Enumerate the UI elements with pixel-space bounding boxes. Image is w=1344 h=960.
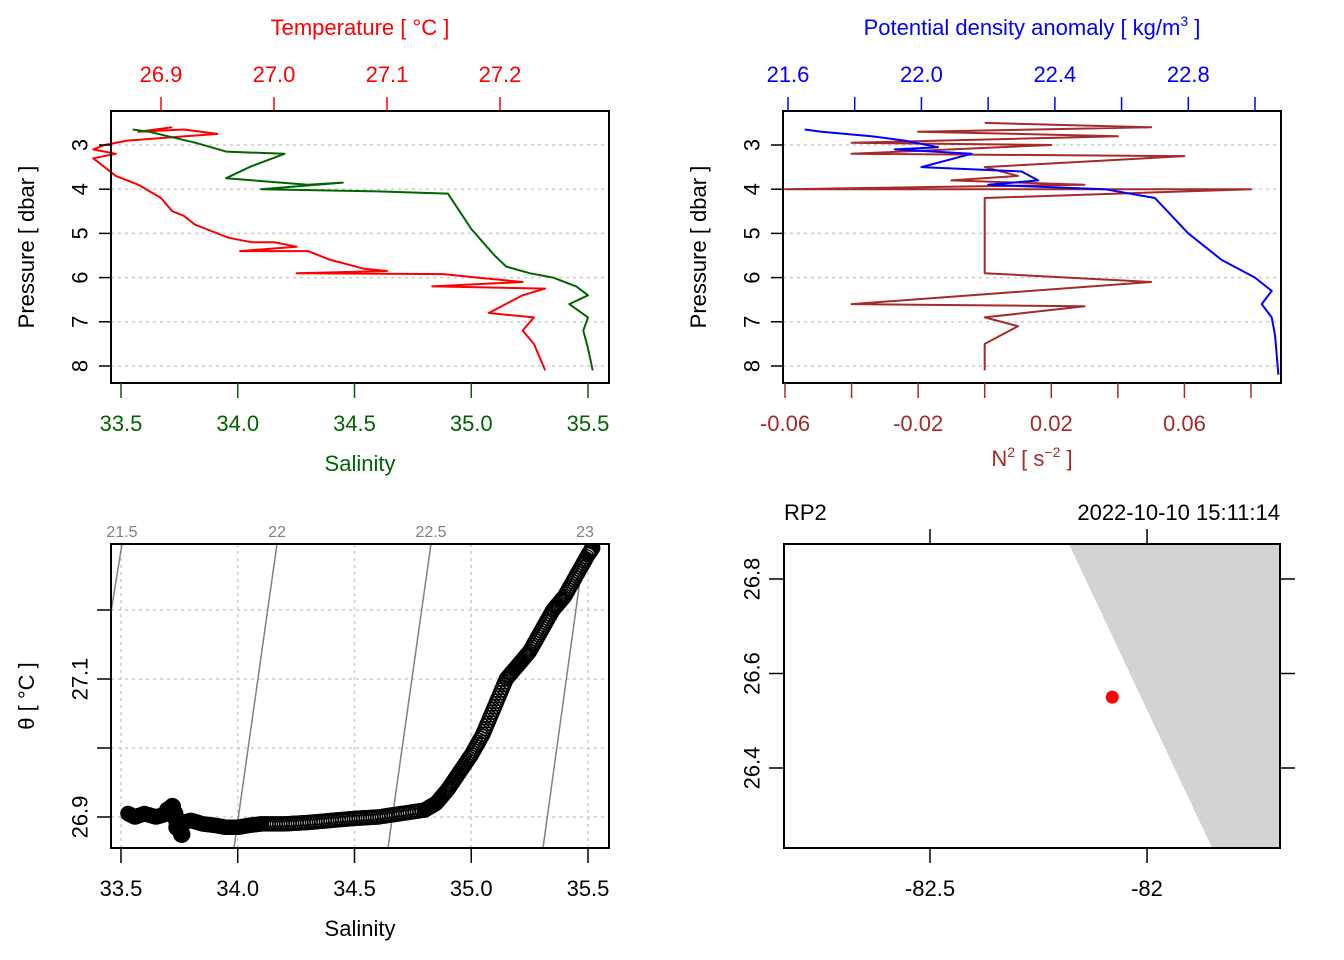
tick-label: 27.1 xyxy=(68,658,93,701)
plot-frame xyxy=(110,110,610,384)
tick-label: 0.06 xyxy=(1163,411,1206,436)
panel-temperature-salinity-profile: Temperature [ °C ] 26.9 27.0 27.1 27.2 3 4 5 6… xyxy=(14,15,610,476)
tick-label: 3 xyxy=(740,139,765,151)
tick-label: 21.6 xyxy=(767,62,810,87)
tick-label: 8 xyxy=(740,360,765,372)
pressure-axis-ticks: 3 4 5 6 7 8 xyxy=(68,139,111,372)
temperature-axis-title: Temperature [ °C ] xyxy=(271,15,450,40)
pressure-axis-ticks: 3 4 5 6 7 8 xyxy=(740,139,783,372)
station-time: 2022-10-10 15:11:14 xyxy=(1077,500,1280,525)
tick-label: 26.4 xyxy=(740,747,765,790)
tick-label: 8 xyxy=(68,360,93,372)
land-area xyxy=(1068,544,1280,848)
tick-label: 35.0 xyxy=(450,411,493,436)
tick-label: -0.02 xyxy=(893,411,943,436)
isopycnal-line xyxy=(233,543,278,849)
tick-label: 22.0 xyxy=(900,62,943,87)
series-line-density xyxy=(804,128,1280,375)
temperature-axis-ticks: 26.9 27.0 27.1 27.2 xyxy=(140,62,522,111)
tick-label: 5 xyxy=(68,227,93,239)
tick-label: 0.02 xyxy=(1030,411,1073,436)
map-axis-ticks: -82.5 -82 26.4 26.6 26.8 xyxy=(740,529,1295,901)
panel-ts-diagram: 21.5 22 22.5 23 26.927.1 θ [ °C ] 33.5 34.0 3… xyxy=(14,524,610,941)
isopycnal-lines: 21.5 22 22.5 23 xyxy=(106,524,594,849)
n2-axis-ticks: -0.06 -0.02 0.02 0.06 xyxy=(760,383,1252,436)
tick-label: 34.0 xyxy=(216,411,259,436)
isopycnal-line xyxy=(542,543,586,849)
tick-label: 26.9 xyxy=(140,62,183,87)
tick-label: 27.0 xyxy=(253,62,296,87)
tick-label: 35.5 xyxy=(567,876,610,901)
tick-label: -0.06 xyxy=(760,411,810,436)
profile-series xyxy=(92,126,594,371)
isopycnal-label: 23 xyxy=(576,524,594,541)
theta-axis-ticks: 26.9 27.1 xyxy=(68,609,111,839)
land-polygon xyxy=(1068,544,1280,848)
salinity-axis-title: Salinity xyxy=(325,451,396,476)
salinity-axis-ticks: 33.5 34.0 34.5 35.0 35.5 xyxy=(100,383,610,436)
tick-label: -82.5 xyxy=(905,876,955,901)
tick-label: -82 xyxy=(1131,876,1163,901)
tick-label: 33.5 xyxy=(100,876,143,901)
isopycnal-label: 21.5 xyxy=(106,524,137,541)
plot-frame xyxy=(110,543,610,849)
tick-label: 26.8 xyxy=(740,558,765,601)
pressure-axis-title: Pressure [ dbar ] xyxy=(686,166,711,329)
pressure-gridlines xyxy=(111,144,609,367)
theta-axis-title: θ [ °C ] xyxy=(14,662,39,729)
panel-density-n2-profile: Potential density anomaly [ kg/m3 ] 21.6… xyxy=(686,13,1282,471)
tick-label: 22.4 xyxy=(1033,62,1076,87)
pressure-axis-title: Pressure [ dbar ] xyxy=(14,166,39,329)
tick-label: 7 xyxy=(740,316,765,328)
tick-label: 3 xyxy=(68,139,93,151)
tick-label: 6 xyxy=(68,271,93,283)
tick-label: 4 xyxy=(740,183,765,195)
panel-station-map: RP2 2022-10-10 15:11:14 -82.5 -82 26.4 26.6… xyxy=(740,500,1295,901)
tick-label: 34.5 xyxy=(333,411,376,436)
station-point xyxy=(1105,690,1119,704)
salinity-axis-ticks: 33.5 34.0 34.5 35.0 35.5 xyxy=(100,848,610,901)
tick-label: 22.8 xyxy=(1167,62,1210,87)
station-marker xyxy=(1105,690,1119,704)
tick-label: 35.0 xyxy=(450,876,493,901)
tick-label: 7 xyxy=(68,316,93,328)
data-point xyxy=(158,801,177,819)
tick-label: 34.0 xyxy=(216,876,259,901)
series-line-salinity xyxy=(132,128,594,371)
tick-label: 6 xyxy=(740,271,765,283)
tick-label: 27.1 xyxy=(366,62,409,87)
series-line-n2 xyxy=(784,121,1252,371)
salinity-axis-title: Salinity xyxy=(325,916,396,941)
n2-axis-title: N2 [ s−2 ] xyxy=(991,444,1072,471)
profile-series xyxy=(784,121,1280,375)
tick-label: 26.6 xyxy=(740,652,765,695)
tick-label: 4 xyxy=(68,183,93,195)
tick-label: 34.5 xyxy=(333,876,376,901)
isopycnal-line xyxy=(110,543,123,613)
plot-frame xyxy=(782,110,1282,384)
isopycnal-line xyxy=(387,543,432,849)
ts-gridlines xyxy=(111,544,609,848)
ts-points xyxy=(120,544,601,843)
tick-label: 33.5 xyxy=(100,411,143,436)
data-point xyxy=(584,544,601,556)
density-axis-ticks: 21.6 22.0 22.4 22.8 xyxy=(767,62,1256,111)
tick-label: 26.9 xyxy=(68,796,93,839)
density-axis-title: Potential density anomaly [ kg/m3 ] xyxy=(864,13,1201,40)
isopycnal-label: 22 xyxy=(268,524,286,541)
data-point xyxy=(172,825,191,843)
tick-label: 35.5 xyxy=(567,411,610,436)
isopycnal-label: 22.5 xyxy=(415,524,446,541)
tick-label: 27.2 xyxy=(479,62,522,87)
map-frame xyxy=(783,543,1281,849)
station-name: RP2 xyxy=(784,500,827,525)
tick-label: 5 xyxy=(740,227,765,239)
series-line-temperature xyxy=(92,126,547,371)
